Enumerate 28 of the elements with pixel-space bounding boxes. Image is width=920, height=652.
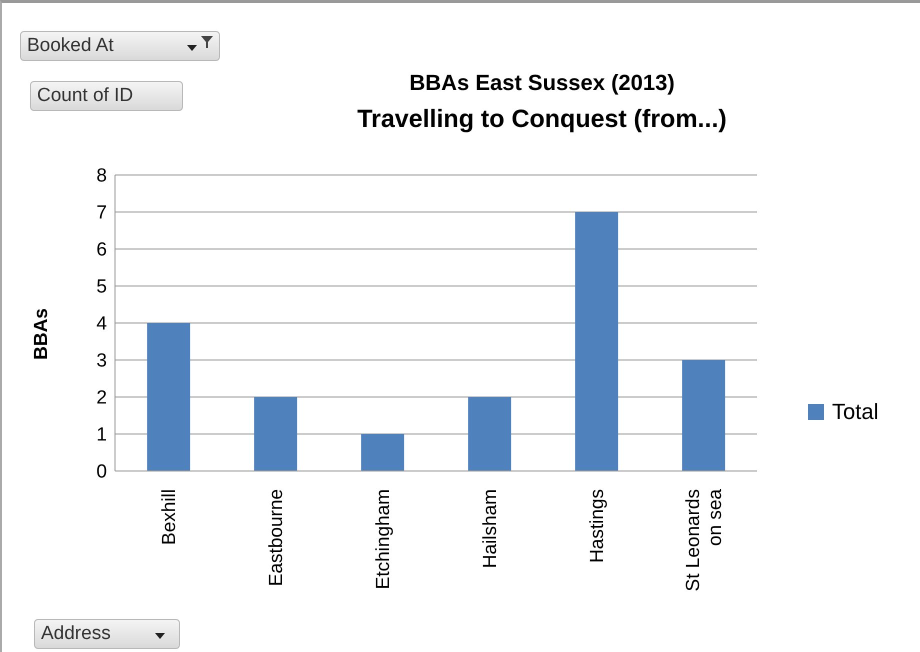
chart-subtitle: Travelling to Conquest (from...) bbox=[356, 104, 728, 135]
bar bbox=[147, 323, 190, 471]
y-tick-label: 6 bbox=[96, 240, 107, 261]
bar bbox=[468, 397, 512, 471]
legend-label: Total bbox=[832, 399, 878, 425]
y-tick-label: 3 bbox=[96, 350, 107, 372]
x-tick-label: St Leonards on sea bbox=[683, 488, 726, 592]
x-tick-label: Etchingham bbox=[373, 489, 394, 590]
bar bbox=[682, 360, 726, 471]
x-tick-label: Hastings bbox=[587, 489, 608, 563]
text: Count of ID bbox=[37, 85, 134, 107]
text: Address bbox=[41, 623, 111, 645]
y-tick-label: 2 bbox=[96, 388, 107, 409]
bar bbox=[575, 212, 618, 471]
y-tick-label: 0 bbox=[96, 462, 107, 483]
x-tick-label: Eastbourne bbox=[266, 489, 288, 586]
x-tick-label: Bexhill bbox=[159, 489, 180, 545]
y-tick-label: 8 bbox=[96, 166, 107, 187]
x-tick-label: Hailsham bbox=[480, 489, 502, 568]
y-tick-label: 1 bbox=[96, 424, 107, 446]
y-axis-title: BBAs bbox=[31, 307, 53, 362]
y-tick-label: 5 bbox=[96, 276, 107, 298]
y-tick-label: 4 bbox=[96, 314, 108, 335]
chart-title: BBAs East Sussex (2013) bbox=[408, 69, 676, 97]
bar bbox=[254, 397, 298, 471]
y-tick-label: 7 bbox=[96, 202, 107, 224]
text: Booked At bbox=[27, 35, 114, 57]
bar bbox=[361, 434, 404, 471]
